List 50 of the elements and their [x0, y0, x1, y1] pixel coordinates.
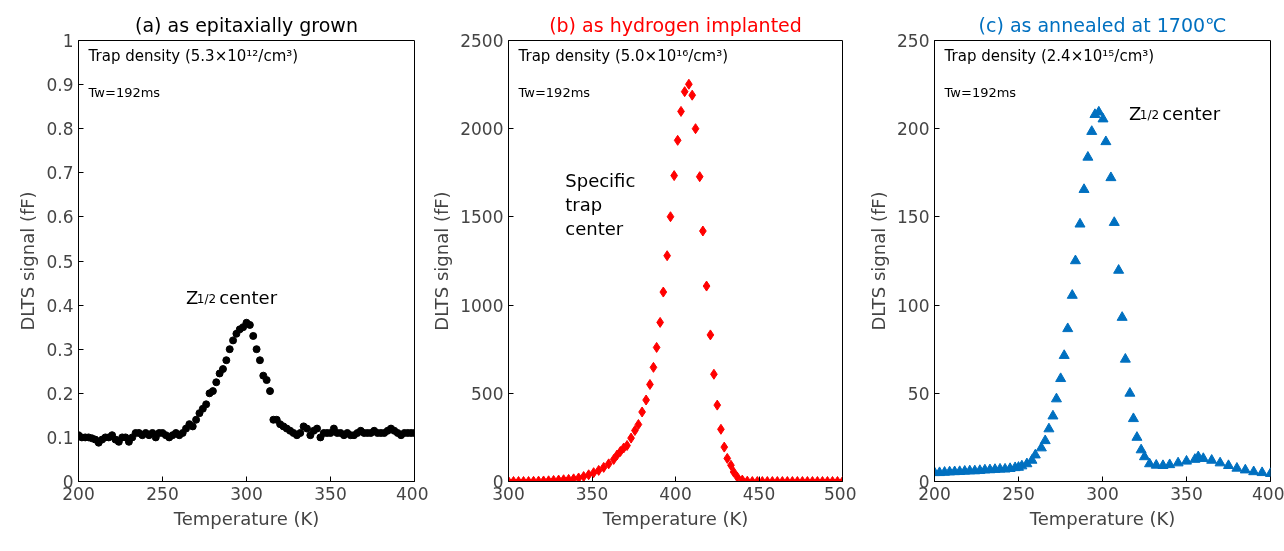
x-tick-label: 500 [824, 483, 857, 504]
x-axis-title: Temperature (K) [601, 507, 749, 529]
x-tick-label: 400 [659, 483, 692, 504]
y-tick-label: 200 [897, 119, 930, 140]
annotation: Z1/2 center [186, 287, 278, 309]
y-tick-label: 0.4 [46, 295, 74, 316]
x-tick-label: 300 [1086, 483, 1119, 504]
y-tick-label: 0.6 [46, 207, 74, 228]
y-tick-label: 100 [897, 295, 930, 316]
y-tick-label: 2500 [460, 31, 504, 51]
x-tick-label: 300 [230, 483, 263, 504]
chart-title: (a) as epitaxially grown [135, 13, 358, 36]
y-tick-label: 0.8 [46, 119, 74, 140]
y-axis-title: DLTS signal (fF) [868, 191, 890, 331]
annotation: Trap density (2.4×10¹⁵/cm³) [943, 47, 1155, 66]
x-tick-label: 450 [742, 483, 776, 504]
y-tick-label: 250 [897, 31, 930, 51]
y-axis-title: DLTS signal (fF) [431, 191, 453, 331]
annotation: Tw=192ms [87, 84, 161, 100]
x-tick-label: 350 [575, 483, 609, 504]
x-tick-label: 350 [314, 483, 347, 504]
y-tick-label: 50 [907, 383, 930, 404]
x-tick-label: 250 [146, 483, 179, 504]
chart-title: (c) as annealed at 1700℃ [978, 13, 1227, 36]
y-tick-label: 0.3 [46, 339, 74, 360]
y-axis-title: DLTS signal (fF) [17, 191, 39, 331]
x-tick-label: 350 [1170, 483, 1203, 504]
y-tick-label: 2000 [460, 119, 504, 140]
y-tick-label: 1500 [460, 207, 504, 228]
annotation: Z1/2 center [1129, 103, 1221, 125]
x-axis-title: Temperature (K) [172, 507, 320, 529]
y-tick-label: 0.1 [46, 427, 74, 448]
y-tick-label: 1000 [460, 295, 504, 316]
chart-title: (b) as hydrogen implanted [549, 13, 802, 36]
annotation: Specific trap center [565, 169, 636, 240]
x-tick-label: 250 [1002, 483, 1035, 504]
x-axis-title: Temperature (K) [1028, 507, 1176, 529]
annotation: Trap density (5.0×10¹⁶/cm³) [517, 47, 729, 66]
y-tick-label: 0.7 [46, 163, 74, 184]
annotation: Tw=192ms [943, 84, 1017, 100]
x-tick-label: 400 [1252, 483, 1284, 504]
x-tick-label: 400 [396, 483, 429, 504]
y-tick-label: 1 [62, 31, 74, 51]
annotation: Trap density (5.3×10¹²/cm³) [87, 47, 299, 66]
annotation: Tw=192ms [517, 84, 591, 100]
y-tick-label: 0.9 [46, 75, 74, 96]
y-tick-label: 0.2 [46, 383, 74, 404]
y-tick-label: 500 [471, 383, 504, 404]
y-tick-label: 0.5 [46, 251, 74, 272]
y-tick-label: 150 [897, 207, 930, 228]
